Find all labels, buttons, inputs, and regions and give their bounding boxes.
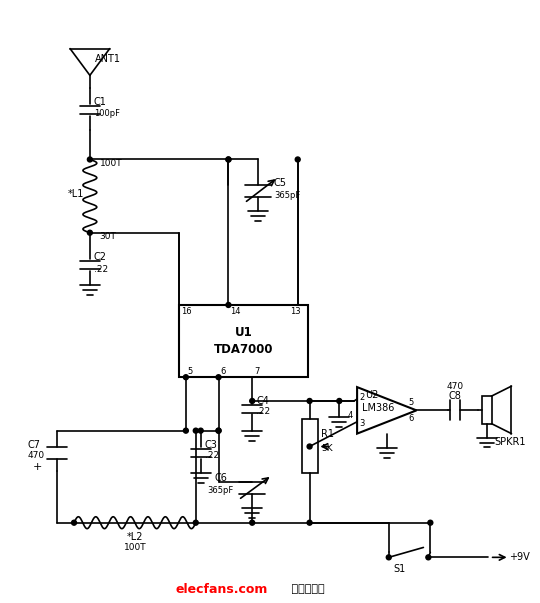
Text: 4: 4 [347, 411, 353, 420]
Circle shape [72, 520, 77, 525]
Circle shape [226, 157, 231, 162]
Text: LM386: LM386 [362, 403, 394, 414]
Text: 3: 3 [359, 419, 364, 428]
Text: 6: 6 [220, 367, 226, 376]
Circle shape [184, 374, 188, 380]
Text: .22: .22 [256, 408, 270, 416]
Circle shape [337, 399, 342, 403]
Circle shape [216, 374, 221, 380]
FancyBboxPatch shape [179, 305, 308, 377]
Circle shape [87, 230, 92, 235]
Circle shape [216, 428, 221, 433]
Text: *L1: *L1 [68, 189, 84, 199]
Text: C5: C5 [274, 178, 287, 188]
Text: 5K: 5K [321, 444, 333, 453]
Circle shape [249, 520, 255, 525]
Text: S1: S1 [394, 564, 406, 574]
Text: 365pF: 365pF [208, 485, 234, 494]
Text: 14: 14 [231, 308, 241, 317]
Text: 30T: 30T [100, 232, 117, 241]
Circle shape [184, 428, 188, 433]
Text: U2: U2 [365, 390, 379, 400]
Text: 16: 16 [181, 308, 192, 317]
Text: 100pF: 100pF [94, 110, 120, 118]
Text: C7: C7 [28, 440, 40, 449]
Circle shape [307, 444, 312, 449]
Text: +9V: +9V [510, 552, 530, 563]
Text: 7: 7 [254, 367, 260, 376]
Circle shape [87, 157, 92, 162]
Text: 2: 2 [359, 393, 364, 402]
Text: TDA7000: TDA7000 [213, 344, 273, 356]
Text: U1: U1 [234, 326, 252, 339]
Circle shape [307, 520, 312, 525]
Text: C3: C3 [205, 440, 218, 449]
Circle shape [386, 555, 391, 560]
Text: ANT1: ANT1 [95, 54, 121, 63]
Text: 5: 5 [188, 367, 193, 376]
Text: 电子发烧友: 电子发烧友 [288, 584, 325, 594]
Circle shape [216, 428, 221, 433]
Text: +: + [32, 463, 42, 472]
Text: 6: 6 [409, 414, 414, 423]
Circle shape [295, 157, 300, 162]
Text: C2: C2 [94, 253, 107, 262]
Text: 100T: 100T [100, 159, 123, 168]
Text: .22: .22 [205, 451, 219, 460]
Text: 470: 470 [446, 382, 463, 391]
Text: C1: C1 [94, 97, 107, 107]
Circle shape [428, 520, 433, 525]
Text: elecfans.com: elecfans.com [176, 582, 268, 596]
Text: 13: 13 [290, 308, 300, 317]
Circle shape [193, 428, 198, 433]
FancyBboxPatch shape [482, 396, 492, 424]
Circle shape [198, 428, 203, 433]
Text: C8: C8 [448, 391, 461, 401]
Text: C4: C4 [256, 396, 269, 406]
Text: 100T: 100T [124, 543, 146, 552]
Circle shape [226, 157, 231, 162]
Text: 5: 5 [409, 398, 414, 407]
Text: C6: C6 [214, 473, 227, 483]
Text: *L2: *L2 [127, 532, 143, 541]
Circle shape [307, 399, 312, 403]
Text: 365pF: 365pF [274, 191, 300, 200]
Circle shape [226, 303, 231, 308]
Circle shape [193, 520, 198, 525]
Text: .22: .22 [94, 265, 108, 274]
FancyBboxPatch shape [302, 418, 318, 473]
Circle shape [249, 399, 255, 403]
Text: R1: R1 [321, 429, 334, 438]
Text: 470: 470 [28, 451, 45, 460]
Circle shape [426, 555, 431, 560]
Text: SPKR1: SPKR1 [495, 437, 526, 447]
